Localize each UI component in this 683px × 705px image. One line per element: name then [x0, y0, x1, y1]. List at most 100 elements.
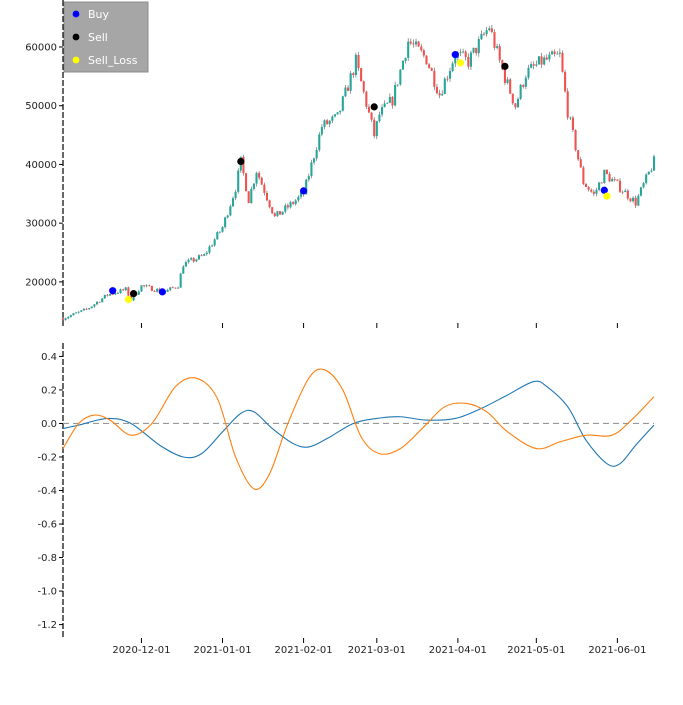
- candle-up: [378, 114, 381, 122]
- candle-down: [245, 173, 248, 192]
- candle-up: [305, 179, 308, 195]
- x-tick-label: 2021-02-01: [275, 645, 333, 656]
- legend-marker-sell-loss: [72, 56, 80, 64]
- candle-up: [454, 57, 457, 64]
- sell-marker: [370, 103, 378, 111]
- candle-up: [399, 69, 402, 85]
- candle-up: [506, 79, 509, 83]
- candle-down: [582, 167, 585, 184]
- candle-down: [621, 191, 624, 193]
- price-y-tick-label: 60000: [25, 42, 57, 53]
- candle-down: [464, 51, 467, 57]
- candle-down: [522, 84, 525, 87]
- candle-down: [106, 294, 109, 296]
- candle-up: [190, 258, 193, 260]
- candle-up: [388, 96, 391, 103]
- oscillator-y-tick-label: -0.4: [37, 486, 57, 497]
- candle-down: [127, 287, 130, 296]
- candle-down: [511, 93, 514, 104]
- candle-down: [579, 159, 582, 168]
- candle-down: [370, 112, 373, 120]
- candle-down: [111, 293, 114, 295]
- x-tick-label: 2021-04-01: [429, 645, 487, 656]
- candle-up: [310, 162, 313, 177]
- candle-up: [252, 183, 255, 189]
- candle-down: [605, 169, 608, 174]
- candle-down: [279, 211, 282, 215]
- candle-up: [211, 245, 214, 247]
- candle-up: [527, 67, 530, 78]
- candle-down: [634, 197, 637, 206]
- candle-up: [524, 77, 527, 87]
- candle-up: [208, 246, 211, 253]
- candle-down: [292, 202, 295, 204]
- candle-up: [101, 298, 104, 303]
- candle-up: [312, 158, 316, 163]
- sell-marker: [501, 62, 509, 70]
- candle-up: [250, 188, 253, 204]
- candle-up: [132, 294, 135, 301]
- candle-up: [375, 121, 378, 137]
- candle-up: [318, 134, 321, 150]
- candle-up: [404, 57, 407, 61]
- candle-down: [61, 318, 65, 321]
- candle-down: [271, 207, 274, 214]
- legend: Buy Sell Sell_Loss: [63, 1, 149, 73]
- candle-up: [69, 315, 72, 317]
- candle-up: [543, 57, 546, 65]
- candle-down: [367, 106, 371, 113]
- candle-down: [608, 173, 611, 182]
- legend-marker-sell: [72, 33, 80, 41]
- candle-up: [516, 98, 520, 108]
- candle-down: [373, 119, 376, 137]
- candle-down: [174, 287, 177, 289]
- candle-down: [260, 177, 263, 185]
- candle-up: [184, 262, 187, 267]
- x-tick-label: 2021-05-01: [507, 645, 565, 656]
- candle-up: [354, 54, 357, 76]
- price-panel: 20000 30000 40000 50000 60000: [25, 0, 656, 328]
- candle-down: [143, 285, 146, 287]
- candle-up: [67, 316, 70, 319]
- candle-down: [435, 86, 438, 94]
- price-y-tick-label: 30000: [25, 219, 57, 230]
- candle-down: [122, 289, 125, 291]
- candle-down: [498, 46, 501, 61]
- candle-down: [409, 41, 412, 44]
- candle-down: [438, 93, 441, 96]
- candle-down: [446, 78, 449, 80]
- buy-marker: [299, 187, 308, 195]
- candle-up: [331, 116, 334, 121]
- candle-down: [590, 189, 593, 192]
- candle-up: [224, 217, 227, 228]
- candle-down: [592, 191, 595, 194]
- candle-down: [417, 41, 420, 47]
- candle-up: [441, 94, 444, 96]
- candle-down: [430, 67, 433, 71]
- x-tick-label: 2020-12-01: [112, 645, 170, 656]
- candle-up: [226, 215, 229, 218]
- candle-down: [85, 308, 88, 310]
- candle-up: [401, 60, 405, 70]
- trade-markers: [109, 51, 611, 304]
- oscillator-y-tick-label: -1.2: [37, 620, 57, 631]
- candle-down: [545, 57, 548, 60]
- candle-up: [119, 289, 122, 294]
- candle-up: [611, 179, 614, 182]
- candle-up: [386, 102, 389, 104]
- candle-down: [265, 192, 269, 201]
- candle-up: [645, 174, 648, 184]
- candle-down: [629, 198, 632, 202]
- candle-down: [420, 46, 423, 51]
- sell-marker: [237, 157, 245, 166]
- candle-up: [652, 156, 656, 171]
- candle-up: [213, 239, 216, 246]
- price-y-tick-label: 20000: [25, 277, 57, 288]
- candle-down: [503, 69, 506, 83]
- x-tick-label: 2021-01-01: [193, 645, 251, 656]
- candle-up: [639, 187, 642, 196]
- candle-up: [598, 182, 601, 190]
- oscillator-series-blue: [62, 380, 655, 467]
- candle-down: [263, 184, 266, 193]
